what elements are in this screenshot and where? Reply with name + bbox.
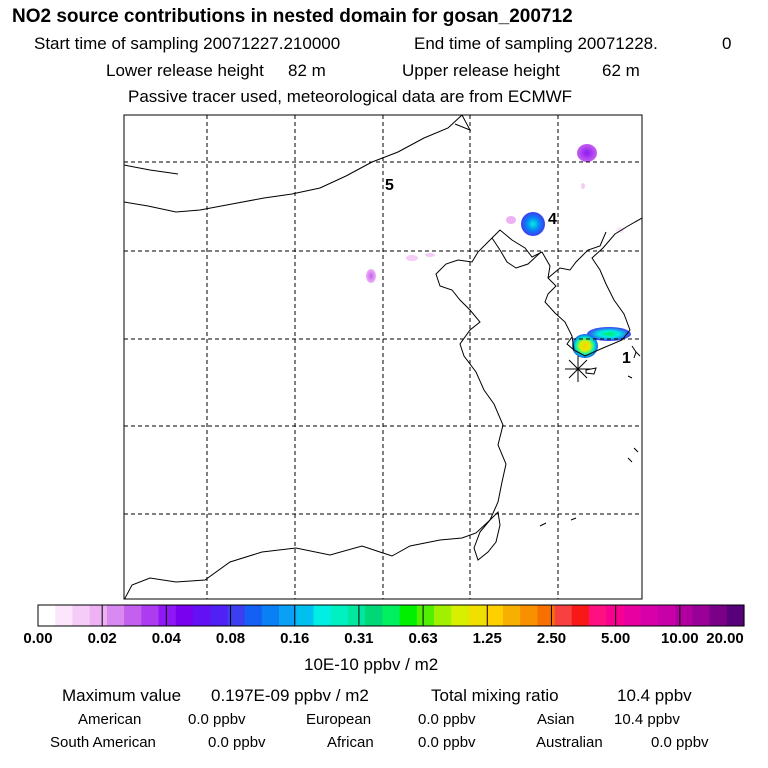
colorbar-swatch [244, 605, 263, 626]
colorbar-swatch [192, 605, 211, 626]
colorbar-swatch [623, 605, 642, 626]
colorbar-swatch [451, 605, 470, 626]
colorbar-tick-label: 1.25 [472, 630, 502, 647]
colorbar-swatch [38, 605, 56, 626]
region-name: American [78, 711, 142, 728]
colorbar-swatch [279, 605, 297, 626]
colorbar-swatch [726, 605, 745, 626]
upper-height-label: Upper release height [402, 61, 560, 80]
colorbar-swatch [502, 605, 521, 626]
plume-faint-1 [406, 255, 418, 261]
colorbar-swatch [434, 605, 452, 626]
hotspot-korea-south [572, 334, 598, 358]
max-value-label: Maximum value [62, 686, 182, 705]
colorbar-swatch [175, 605, 194, 626]
chart-title: NO2 source contributions in nested domai… [12, 6, 573, 27]
region-name: African [327, 734, 374, 751]
colorbar-swatch [227, 605, 246, 626]
lower-height-label: Lower release height [106, 61, 264, 80]
colorbar-swatch [382, 605, 401, 626]
tracer-note: Passive tracer used, meteorological data… [128, 87, 573, 106]
colorbar-tick-label: 2.50 [536, 630, 567, 647]
source-marker-1: 1 [622, 350, 631, 367]
region-value: 0.0 ppbv [208, 734, 266, 751]
colorbar-swatch [399, 605, 418, 626]
colorbar-swatch [416, 605, 435, 626]
colorbar-swatch [468, 605, 487, 626]
region-name: South American [50, 734, 156, 751]
colorbar-tick-label: 0.00 [23, 630, 53, 647]
colorbar-swatch [692, 605, 711, 626]
colorbar-tick-label: 10.00 [661, 630, 699, 647]
start-time-label: Start time of sampling 20071227.210000 [34, 34, 341, 53]
plume-faint-4 [616, 227, 624, 233]
colorbar-swatch [485, 605, 504, 626]
colorbar-tick-label: 0.08 [215, 630, 246, 647]
colorbar-tick-label: 20.00 [706, 630, 744, 647]
source-marker-4: 4 [548, 211, 557, 228]
colorbar-swatch [313, 605, 332, 626]
hotspot-yellow-sea-halo [506, 216, 516, 224]
colorbar-unit: 10E-10 ppbv / m2 [304, 655, 439, 674]
colorbar-tick-label: 0.16 [280, 630, 310, 647]
end-time-label: End time of sampling 20071228. [414, 34, 658, 53]
colorbar-tick-label: 0.04 [151, 630, 181, 647]
colorbar-tick-label: 5.00 [601, 630, 631, 647]
source-marker-5: 5 [385, 177, 394, 194]
region-value: 0.0 ppbv [651, 734, 709, 751]
region-value: 10.4 ppbv [614, 711, 680, 728]
region-name: European [306, 711, 372, 728]
region-name: Asian [537, 711, 575, 728]
colorbar-swatch [72, 605, 91, 626]
plume-faint-3 [581, 183, 585, 189]
upper-height-value: 62 m [602, 61, 640, 80]
colorbar-swatch [589, 605, 607, 626]
lower-height-value: 82 m [288, 61, 326, 80]
total-mixing-label: Total mixing ratio [431, 686, 559, 705]
colorbar-swatch [141, 605, 160, 626]
colorbar [38, 605, 745, 626]
colorbar-swatch [537, 605, 556, 626]
colorbar-swatch [554, 605, 573, 626]
end-time-value: 0 [722, 34, 732, 53]
colorbar-frame [37, 604, 745, 627]
coastlines [124, 115, 642, 599]
colorbar-tick-label: 0.31 [344, 630, 374, 647]
colorbar-swatch [158, 605, 177, 626]
colorbar-swatch [365, 605, 383, 626]
colorbar-swatch [296, 605, 315, 626]
plume-faint-2 [425, 253, 435, 257]
map-grid [124, 115, 642, 599]
colorbar-swatch [571, 605, 590, 626]
colorbar-swatch [330, 605, 349, 626]
total-mixing-value: 10.4 ppbv [617, 686, 692, 705]
colorbar-swatch [210, 605, 229, 626]
region-name: Australian [536, 734, 603, 751]
colorbar-swatch [106, 605, 125, 626]
hotspot-korea-southeast [587, 327, 631, 341]
colorbar-swatch [124, 605, 142, 626]
hotspot-northeast [577, 144, 597, 162]
colorbar-tick-label: 0.02 [87, 630, 117, 647]
region-value: 0.0 ppbv [418, 734, 476, 751]
receptor-star-icon [565, 356, 591, 382]
colorbar-swatch [520, 605, 538, 626]
colorbar-tick-label: 0.63 [408, 630, 438, 647]
colorbar-swatch [261, 605, 280, 626]
colorbar-swatch [347, 605, 366, 626]
colorbar-swatch [89, 605, 108, 626]
colorbar-swatch [55, 605, 74, 626]
hotspot-inner-mongolia [366, 269, 376, 283]
region-value: 0.0 ppbv [188, 711, 246, 728]
max-value: 0.197E-09 ppbv / m2 [211, 686, 369, 705]
hotspot-yellow-sea [521, 212, 545, 236]
colorbar-swatch [657, 605, 676, 626]
colorbar-swatch [675, 605, 693, 626]
colorbar-swatch [640, 605, 659, 626]
region-value: 0.0 ppbv [418, 711, 476, 728]
colorbar-swatch [709, 605, 728, 626]
